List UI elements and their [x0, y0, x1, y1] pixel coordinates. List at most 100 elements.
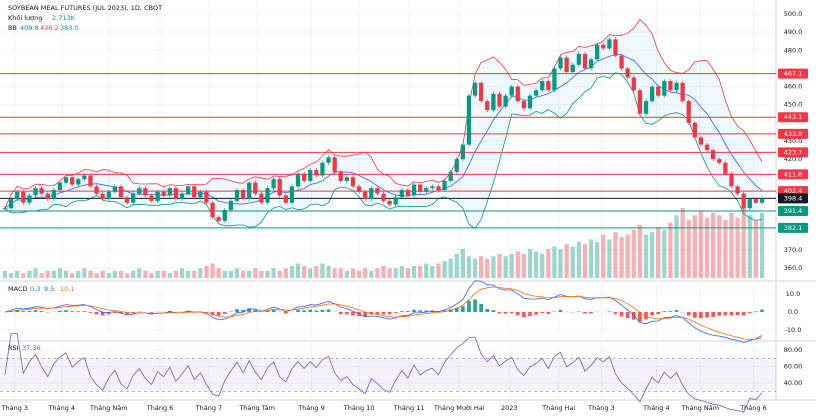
volume-bar — [198, 268, 203, 278]
candle — [234, 189, 240, 201]
volume-bar — [717, 215, 722, 278]
candle — [393, 197, 398, 205]
x-tick-label: Tháng Năm — [681, 404, 720, 412]
volume-bar — [124, 273, 130, 278]
candle — [308, 170, 313, 181]
volume-bar — [271, 268, 276, 278]
x-tick-label: Tháng Tám — [238, 404, 275, 412]
candle — [27, 195, 32, 203]
candle — [570, 64, 575, 73]
candle — [100, 193, 105, 200]
volume-bar — [540, 253, 545, 278]
candle — [430, 186, 435, 189]
candle — [149, 195, 154, 201]
macd-histogram — [674, 310, 679, 312]
candle — [265, 188, 270, 203]
volume-bar — [131, 270, 136, 278]
candle — [198, 191, 203, 198]
rsi-line — [4, 333, 763, 413]
macd-histogram — [534, 312, 538, 315]
x-tick-label: Tháng 11 — [393, 404, 425, 412]
y-tick-label: 490.0 — [784, 28, 803, 36]
macd-histogram — [33, 310, 38, 312]
volume-bar — [472, 258, 478, 278]
macd-histogram — [735, 312, 740, 316]
macd-tick-label: -10.0 — [785, 326, 802, 334]
volume-bar — [369, 270, 374, 278]
macd-histogram — [82, 311, 87, 312]
bb-value: 436.2 — [40, 24, 59, 32]
volume-bar — [460, 249, 465, 278]
candle — [131, 193, 136, 203]
candle — [723, 162, 728, 174]
level-label: 411.6 — [784, 170, 803, 178]
candle — [289, 186, 295, 203]
macd-histogram — [345, 312, 349, 315]
volume-bar — [759, 212, 765, 278]
candle — [320, 162, 325, 176]
macd-histogram — [656, 312, 661, 315]
candle — [228, 200, 234, 210]
candle — [454, 159, 459, 172]
candle — [741, 193, 746, 209]
volume-bar — [295, 263, 301, 278]
volume-bar — [692, 215, 697, 278]
macd-histogram — [418, 310, 422, 312]
volume-bar — [753, 220, 759, 278]
macd-histogram — [15, 309, 20, 312]
candle — [63, 177, 69, 183]
level-label: 402.4 — [784, 187, 803, 195]
candle — [509, 86, 514, 96]
candle — [686, 101, 691, 123]
candle — [631, 77, 636, 91]
volume-bar — [424, 263, 429, 278]
candle — [674, 82, 679, 91]
volume-bar — [82, 268, 87, 278]
volume-bar — [588, 239, 594, 278]
volume-bar — [729, 212, 734, 278]
macd-histogram — [583, 312, 587, 314]
candle — [363, 191, 368, 200]
volume-bar — [479, 256, 484, 278]
candle — [533, 90, 539, 96]
macd-histogram — [302, 310, 306, 312]
macd-tick-label: 0.0 — [788, 308, 798, 316]
candle — [344, 177, 350, 181]
macd-histogram — [351, 312, 355, 316]
volume-bar — [381, 265, 386, 278]
candle — [692, 122, 697, 138]
candle — [698, 137, 704, 145]
volume-bar — [387, 268, 392, 278]
volume-bar — [21, 273, 26, 278]
candle — [613, 39, 618, 56]
volume-bar — [112, 270, 118, 278]
volume-bar — [2, 270, 8, 278]
volume-bar — [228, 270, 234, 278]
macd-histogram — [497, 312, 502, 314]
candle — [375, 188, 380, 194]
volume-bar — [63, 270, 69, 278]
macd-histogram — [39, 311, 44, 312]
macd-histogram — [265, 310, 270, 312]
candle — [94, 186, 99, 194]
macd-histogram — [296, 309, 300, 312]
candle — [704, 144, 710, 151]
candle — [33, 188, 38, 196]
macd-histogram — [76, 311, 81, 312]
volume-bar — [656, 227, 661, 278]
candle — [124, 197, 130, 203]
macd-histogram — [461, 306, 465, 312]
candle — [436, 186, 441, 190]
level-label: 423.7 — [784, 148, 803, 156]
candle — [106, 191, 111, 200]
level-label: 398.4 — [784, 194, 803, 202]
x-tick-label: Tháng 3 — [1, 404, 29, 412]
macd-histogram — [558, 309, 563, 312]
volume-bar — [491, 256, 496, 278]
macd-histogram — [253, 309, 258, 312]
candle — [558, 57, 563, 69]
macd-histogram — [241, 309, 245, 312]
macd-histogram — [650, 312, 654, 316]
macd-histogram — [58, 310, 62, 312]
